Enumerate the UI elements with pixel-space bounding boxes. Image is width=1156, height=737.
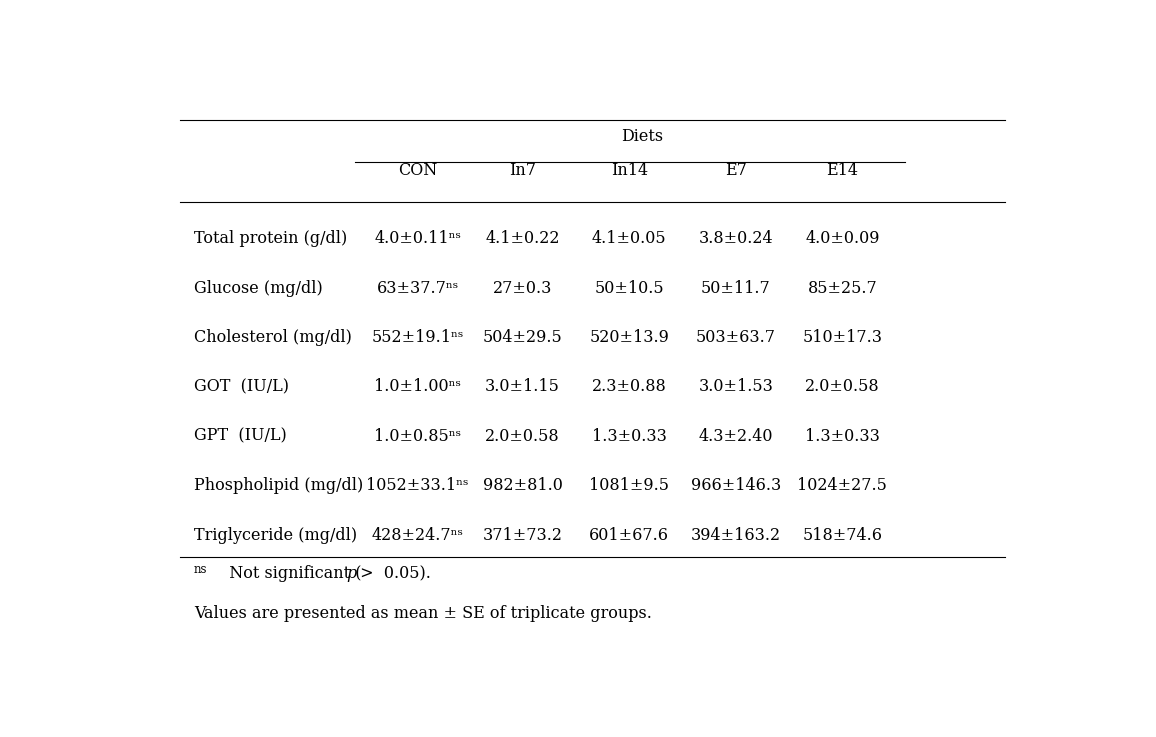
Text: 2.3±0.88: 2.3±0.88	[592, 378, 667, 396]
Text: E14: E14	[827, 162, 859, 179]
Text: 982±81.0: 982±81.0	[483, 477, 563, 495]
Text: 1.0±1.00ⁿˢ: 1.0±1.00ⁿˢ	[375, 378, 461, 396]
Text: Cholesterol (mg/dl): Cholesterol (mg/dl)	[194, 329, 351, 346]
Text: 1.0±0.85ⁿˢ: 1.0±0.85ⁿˢ	[375, 427, 461, 445]
Text: GOT  (IU/L): GOT (IU/L)	[194, 378, 289, 396]
Text: 4.1±0.05: 4.1±0.05	[592, 231, 667, 248]
Text: 1081±9.5: 1081±9.5	[590, 477, 669, 495]
Text: GPT  (IU/L): GPT (IU/L)	[194, 427, 287, 445]
Text: 1.3±0.33: 1.3±0.33	[805, 427, 880, 445]
Text: 371±73.2: 371±73.2	[482, 526, 563, 544]
Text: 2.0±0.58: 2.0±0.58	[486, 427, 560, 445]
Text: In7: In7	[509, 162, 536, 179]
Text: 428±24.7ⁿˢ: 428±24.7ⁿˢ	[372, 526, 464, 544]
Text: 50±10.5: 50±10.5	[594, 280, 664, 297]
Text: 27±0.3: 27±0.3	[492, 280, 553, 297]
Text: 518±74.6: 518±74.6	[802, 526, 882, 544]
Text: 63±37.7ⁿˢ: 63±37.7ⁿˢ	[377, 280, 459, 297]
Text: 510±17.3: 510±17.3	[802, 329, 882, 346]
Text: CON: CON	[398, 162, 437, 179]
Text: ns: ns	[194, 562, 207, 576]
Text: p: p	[346, 565, 356, 582]
Text: 4.3±2.40: 4.3±2.40	[698, 427, 773, 445]
Text: 4.0±0.09: 4.0±0.09	[806, 231, 880, 248]
Text: 3.0±1.53: 3.0±1.53	[698, 378, 773, 396]
Text: 504±29.5: 504±29.5	[483, 329, 563, 346]
Text: 2.0±0.58: 2.0±0.58	[805, 378, 880, 396]
Text: Values are presented as mean ± SE of triplicate groups.: Values are presented as mean ± SE of tri…	[194, 605, 652, 622]
Text: E7: E7	[725, 162, 747, 179]
Text: 552±19.1ⁿˢ: 552±19.1ⁿˢ	[371, 329, 464, 346]
Text: 85±25.7: 85±25.7	[808, 280, 877, 297]
Text: 4.0±0.11ⁿˢ: 4.0±0.11ⁿˢ	[375, 231, 461, 248]
Text: 3.0±1.15: 3.0±1.15	[486, 378, 560, 396]
Text: Diets: Diets	[621, 128, 662, 145]
Text: Triglyceride (mg/dl): Triglyceride (mg/dl)	[194, 526, 357, 544]
Text: 1.3±0.33: 1.3±0.33	[592, 427, 667, 445]
Text: Not significant (: Not significant (	[218, 565, 362, 582]
Text: 966±146.3: 966±146.3	[690, 477, 781, 495]
Text: 50±11.7: 50±11.7	[701, 280, 771, 297]
Text: Glucose (mg/dl): Glucose (mg/dl)	[194, 280, 323, 297]
Text: 3.8±0.24: 3.8±0.24	[698, 231, 773, 248]
Text: 1052±33.1ⁿˢ: 1052±33.1ⁿˢ	[366, 477, 469, 495]
Text: 4.1±0.22: 4.1±0.22	[486, 231, 560, 248]
Text: 601±67.6: 601±67.6	[590, 526, 669, 544]
Text: 394±163.2: 394±163.2	[691, 526, 780, 544]
Text: 520±13.9: 520±13.9	[590, 329, 669, 346]
Text: 503±63.7: 503±63.7	[696, 329, 776, 346]
Text: Phospholipid (mg/dl): Phospholipid (mg/dl)	[194, 477, 363, 495]
Text: Total protein (g/dl): Total protein (g/dl)	[194, 231, 347, 248]
Text: In14: In14	[610, 162, 647, 179]
Text: 1024±27.5: 1024±27.5	[798, 477, 888, 495]
Text: >  0.05).: > 0.05).	[355, 565, 431, 582]
